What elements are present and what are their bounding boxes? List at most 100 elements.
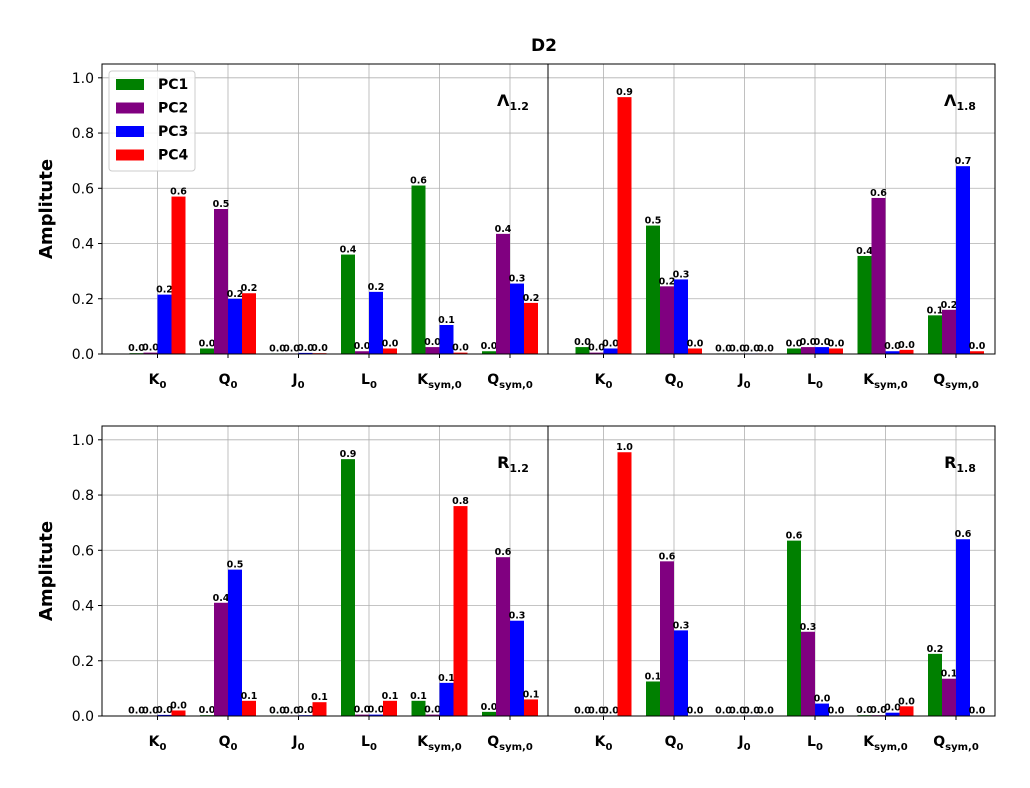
x-tick-label: Q0 xyxy=(665,372,684,391)
bar-pc3 xyxy=(885,712,900,716)
data-label: 0.0 xyxy=(602,338,619,349)
data-label: 0.6 xyxy=(170,187,187,198)
data-label: 0.0 xyxy=(715,343,732,354)
data-label: 0.3 xyxy=(673,269,690,280)
bar-pc4 xyxy=(171,710,186,716)
bar-pc1 xyxy=(341,459,355,716)
legend-swatch xyxy=(116,149,144,161)
data-label: 0.0 xyxy=(715,706,732,717)
x-tick-label: L0 xyxy=(361,734,377,753)
data-label: 0.2 xyxy=(941,300,958,311)
x-tick-label: Ksym,0 xyxy=(417,372,462,391)
bar-pc1 xyxy=(928,653,942,716)
data-label: 0.0 xyxy=(729,706,746,717)
data-label: 1.0 xyxy=(616,442,633,453)
data-label: 0.0 xyxy=(199,338,216,349)
bar-pc2 xyxy=(589,352,604,354)
data-label: 0.0 xyxy=(856,705,873,716)
panel-title: Λ1.8 xyxy=(944,91,976,113)
panel-2: K0 Q0 J0 L0 Ksym,0 Qsym,00.00.50.0 0.00.40.10.… xyxy=(547,63,996,391)
x-tick-label: J0 xyxy=(737,734,750,753)
bar-pc4 xyxy=(899,706,914,716)
data-label: 0.6 xyxy=(870,188,887,199)
panel-3: 0.0 0.2 0.4 0.6 0.8 1.0 K0 Q0 J0 L0 Ksym,0 Qsym,0 Am… xyxy=(36,425,549,753)
x-tick-label: K0 xyxy=(149,372,167,391)
data-label: 0.0 xyxy=(588,343,605,354)
y-tick-label: 0.6 xyxy=(72,543,94,559)
x-tick-label: Qsym,0 xyxy=(933,372,979,391)
data-label: 0.0 xyxy=(814,694,831,705)
y-axis-label: Amplitute xyxy=(36,159,57,259)
y-tick-label: 0.2 xyxy=(72,292,94,308)
data-label: 0.0 xyxy=(481,341,498,352)
legend-label: PC2 xyxy=(158,101,188,117)
data-label: 0.1 xyxy=(241,691,258,702)
bar-pc4 xyxy=(453,506,468,716)
bar-pc4 xyxy=(688,348,702,354)
data-label: 0.0 xyxy=(269,343,286,354)
data-label: 0.2 xyxy=(659,276,676,287)
bar-pc3 xyxy=(956,166,970,354)
data-label: 0.0 xyxy=(884,703,901,714)
x-tick-label: J0 xyxy=(737,372,750,391)
bar-pc4 xyxy=(171,196,186,354)
data-label: 0.0 xyxy=(800,337,817,348)
legend-swatch xyxy=(116,79,144,90)
data-label: 0.0 xyxy=(424,705,441,716)
bar-pc4 xyxy=(312,702,327,716)
data-label: 0.0 xyxy=(743,343,760,354)
panel-frame xyxy=(547,425,996,717)
y-tick-label: 0.2 xyxy=(72,654,94,670)
y-tick-label: 1.0 xyxy=(72,71,94,87)
bar-pc1 xyxy=(857,255,872,354)
data-label: 0.0 xyxy=(687,706,704,717)
data-label: 0.0 xyxy=(687,338,704,349)
x-tick-label: Qsym,0 xyxy=(487,372,533,391)
x-tick-label: Q0 xyxy=(219,372,238,391)
bar-pc2 xyxy=(214,602,228,716)
data-label: 0.0 xyxy=(884,341,901,352)
bar-pc1 xyxy=(787,540,801,716)
data-label: 0.1 xyxy=(927,305,944,316)
data-label: 0.0 xyxy=(757,343,774,354)
bar-pc3 xyxy=(603,348,618,354)
bar-pc3 xyxy=(510,283,524,354)
data-label: 0.0 xyxy=(283,705,300,716)
legend-swatch xyxy=(116,102,144,114)
data-label: 0.0 xyxy=(452,343,469,354)
x-tick-label: K0 xyxy=(595,372,613,391)
legend-label: PC4 xyxy=(158,148,189,164)
bar-pc1 xyxy=(575,347,590,354)
x-tick-label: L0 xyxy=(807,372,823,391)
x-tick-label: Q0 xyxy=(219,734,238,753)
bar-pc3 xyxy=(369,291,383,354)
data-label: 0.1 xyxy=(438,315,455,326)
bar-pc4 xyxy=(617,97,632,355)
y-tick-label: 0.8 xyxy=(72,126,94,142)
bar-pc3 xyxy=(157,714,172,716)
bar-pc3 xyxy=(228,298,242,354)
data-label: 0.8 xyxy=(452,496,469,507)
data-label: 0.4 xyxy=(495,224,512,235)
data-label: 0.3 xyxy=(509,611,526,622)
x-tick-label: L0 xyxy=(807,734,823,753)
data-label: 0.6 xyxy=(495,547,512,558)
bar-pc3 xyxy=(228,569,242,716)
data-label: 0.2 xyxy=(227,289,244,300)
bar-pc4 xyxy=(829,348,843,354)
data-label: 0.6 xyxy=(786,531,803,542)
y-tick-label: 0.4 xyxy=(72,599,94,615)
data-label: 0.1 xyxy=(523,689,540,700)
y-tick-label: 0.0 xyxy=(72,347,94,363)
legend: PC1 PC2 PC3 PC4 xyxy=(108,70,196,172)
bar-pc2 xyxy=(143,352,158,354)
panel-1: 0.0 0.2 0.4 0.6 0.8 1.0 K0 Q0 J0 L0 Ksym,0 Qsym,0 Am… xyxy=(36,63,549,391)
legend-label: PC1 xyxy=(158,77,188,93)
data-label: 0.4 xyxy=(213,593,230,604)
data-label: 0.2 xyxy=(368,282,385,293)
bar-pc4 xyxy=(970,351,984,354)
x-tick-label: Qsym,0 xyxy=(487,734,533,753)
data-label: 0.0 xyxy=(588,706,605,717)
data-label: 0.1 xyxy=(941,669,958,680)
data-label: 0.9 xyxy=(340,449,357,460)
